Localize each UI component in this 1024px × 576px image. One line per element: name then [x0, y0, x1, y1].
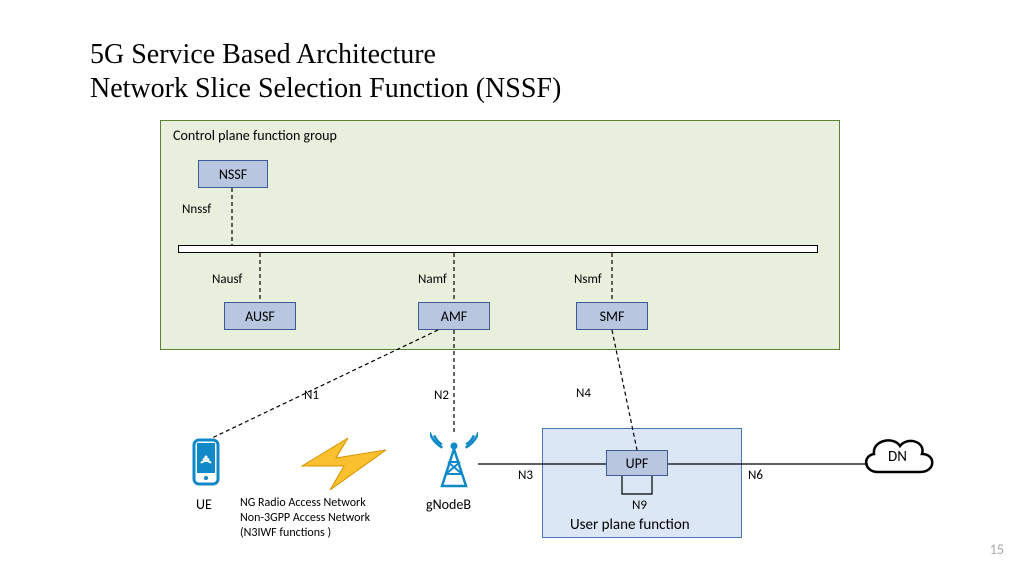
page-number: 15	[990, 541, 1004, 558]
ran-note-line-3: (N3IWF functions )	[240, 526, 331, 540]
ue-label: UE	[196, 496, 212, 513]
label-n2: N2	[434, 388, 449, 403]
label-n3: N3	[518, 468, 533, 483]
node-nssf: NSSF	[198, 160, 268, 188]
user-plane-label: User plane function	[570, 516, 690, 534]
node-ausf-label: AUSF	[245, 308, 275, 325]
service-bus	[178, 245, 818, 253]
label-n4: N4	[576, 386, 591, 401]
node-upf: UPF	[606, 450, 668, 476]
label-namf: Namf	[418, 272, 447, 287]
gnodeb-radio-icon	[430, 432, 478, 495]
lightning-bolt-icon	[300, 436, 390, 497]
node-nssf-label: NSSF	[219, 166, 247, 183]
title-line-2: Network Slice Selection Function (NSSF)	[90, 73, 561, 104]
label-n1: N1	[304, 388, 319, 403]
label-n9: N9	[632, 498, 647, 513]
ran-note: NG Radio Access Network Non-3GPP Access …	[240, 496, 370, 541]
node-ausf: AUSF	[224, 302, 296, 330]
title-line-1: 5G Service Based Architecture	[90, 39, 436, 70]
ran-note-line-1: NG Radio Access Network	[240, 496, 366, 510]
node-amf: AMF	[418, 302, 490, 330]
slide-title: 5G Service Based Architecture Network Sl…	[90, 38, 561, 105]
node-amf-label: AMF	[441, 308, 468, 325]
control-plane-label: Control plane function group	[173, 127, 337, 144]
node-smf: SMF	[576, 302, 648, 330]
label-n6: N6	[748, 468, 763, 483]
node-upf-label: UPF	[626, 455, 649, 472]
dn-label: DN	[888, 448, 907, 466]
ue-phone-icon	[188, 438, 224, 495]
label-nausf: Nausf	[212, 272, 242, 287]
label-nnssf: Nnssf	[182, 202, 211, 217]
ran-note-line-2: Non-3GPP Access Network	[240, 511, 370, 525]
label-nsmf: Nsmf	[574, 272, 602, 287]
node-smf-label: SMF	[600, 308, 625, 325]
gnodeb-label: gNodeB	[426, 496, 471, 513]
